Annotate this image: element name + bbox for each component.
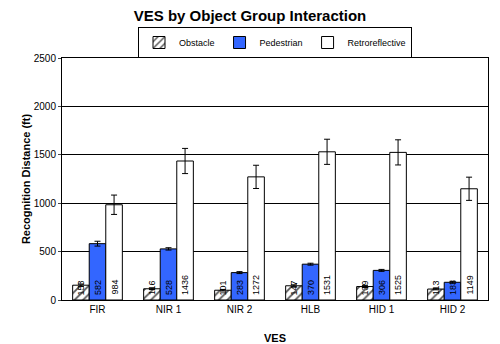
svg-text:0: 0: [50, 295, 56, 306]
svg-text:VES by Object Group Interactio: VES by Object Group Interaction: [134, 7, 367, 24]
svg-text:Retroreflective: Retroreflective: [348, 38, 406, 48]
svg-text:HID 2: HID 2: [440, 304, 466, 315]
svg-text:1531: 1531: [322, 275, 332, 295]
svg-text:HLB: HLB: [301, 304, 321, 315]
svg-text:116: 116: [147, 281, 157, 295]
svg-text:1525: 1525: [393, 275, 403, 295]
svg-text:101: 101: [218, 280, 228, 295]
svg-text:HID 1: HID 1: [369, 304, 395, 315]
svg-text:147: 147: [289, 280, 299, 295]
svg-text:528: 528: [164, 280, 174, 295]
svg-text:1500: 1500: [34, 149, 57, 160]
svg-text:1000: 1000: [34, 198, 57, 209]
svg-text:139: 139: [360, 280, 370, 295]
svg-text:1149: 1149: [465, 275, 475, 294]
svg-text:Recognition Distance (ft): Recognition Distance (ft): [20, 114, 32, 245]
svg-text:NIR 2: NIR 2: [227, 304, 253, 315]
svg-text:VES: VES: [264, 332, 286, 344]
svg-text:500: 500: [39, 246, 56, 257]
svg-text:FIR: FIR: [89, 304, 105, 315]
svg-text:2500: 2500: [34, 53, 57, 64]
svg-text:Pedestrian: Pedestrian: [260, 38, 303, 48]
svg-text:370: 370: [306, 280, 316, 295]
svg-text:1272: 1272: [251, 275, 261, 295]
svg-text:582: 582: [93, 280, 103, 295]
svg-text:306: 306: [377, 280, 387, 295]
svg-text:NIR 1: NIR 1: [156, 304, 182, 315]
svg-text:Obstacle: Obstacle: [179, 38, 215, 48]
svg-text:183: 183: [448, 280, 458, 295]
svg-text:283: 283: [235, 280, 245, 295]
svg-text:1436: 1436: [180, 275, 190, 295]
svg-text:984: 984: [110, 280, 120, 295]
svg-text:153: 153: [76, 280, 86, 295]
svg-text:113: 113: [431, 281, 441, 295]
svg-text:2000: 2000: [34, 101, 57, 112]
